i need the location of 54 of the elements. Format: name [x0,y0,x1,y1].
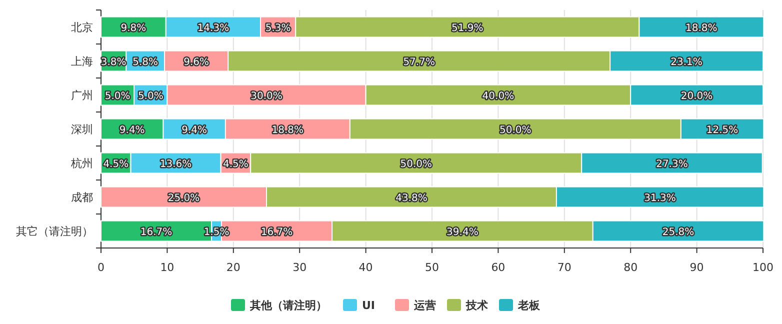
data-label: 9.6% [184,57,210,68]
x-tick-label: 40 [358,261,373,274]
data-label: 5.3% [265,23,291,34]
data-label: 20.0% [680,91,713,102]
y-tick-label: 其它（请注明） [16,225,93,238]
data-label: 4.5% [223,159,248,170]
data-label: 16.7% [140,227,172,238]
legend-label: 运营 [413,299,436,312]
x-tick-label: 0 [98,261,104,274]
data-label: 18.8% [272,125,304,136]
data-label: 39.4% [446,227,478,238]
x-tick-label: 20 [226,261,240,274]
y-tick-label: 北京 [71,21,93,34]
data-label: 16.7% [260,227,293,238]
y-tick-label: 杭州 [70,157,93,170]
data-label: 30.0% [250,91,282,102]
data-label: 50.0% [500,125,532,136]
legend-label: 老板 [517,299,541,312]
data-label: 5.0% [138,91,164,102]
legend-label: 技术 [465,299,488,312]
data-label: 51.9% [452,23,484,34]
x-tick-label: 60 [491,261,506,274]
data-label: 57.7% [403,57,435,68]
x-tick-label: 100 [752,261,774,274]
data-label: 13.6% [160,159,192,170]
data-label: 5.0% [104,91,130,102]
x-tick-label: 70 [557,261,572,274]
y-tick-label: 深圳 [71,123,93,136]
data-label: 18.8% [686,23,718,34]
data-label: 50.0% [400,159,432,170]
y-tick-label: 成都 [71,191,93,204]
data-label: 9.4% [119,125,145,136]
data-label: 9.4% [182,125,208,136]
data-label: 23.1% [670,57,702,68]
x-tick-label: 80 [624,261,638,274]
data-label: 5.8% [132,57,158,68]
x-tick-label: 90 [690,261,704,274]
data-label: 12.5% [706,125,738,136]
legend-label: 其他（请注明） [249,299,327,312]
y-tick-label: 上海 [71,55,93,68]
data-label: 43.8% [396,193,428,204]
y-tick-label: 广州 [71,89,93,102]
data-label: 4.5% [103,159,129,170]
legend-label: UI [362,299,376,312]
data-label: 27.3% [656,159,688,170]
data-label: 25.0% [168,193,200,204]
data-label: 9.8% [120,23,146,34]
x-tick-label: 50 [425,261,439,274]
data-label: 40.0% [482,91,514,102]
data-label: 31.3% [644,193,676,204]
x-tick-label: 30 [292,261,307,274]
data-label: 14.3% [197,23,230,34]
data-label: 25.8% [662,227,694,238]
x-tick-label: 10 [160,261,174,274]
